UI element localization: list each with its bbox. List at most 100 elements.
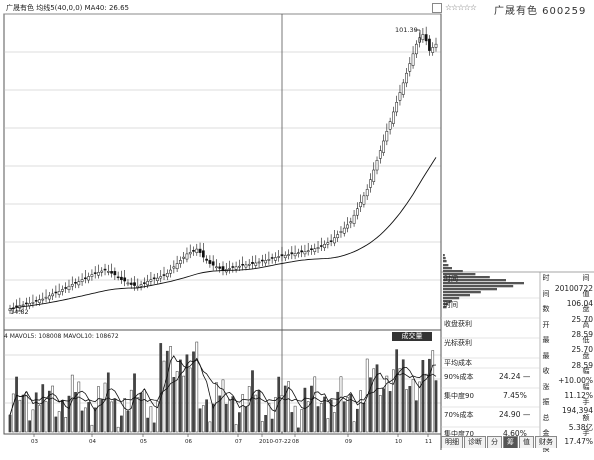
conc70-label: 集中度70 (444, 430, 474, 438)
quote-labels-right: 间值盘高低盘幅幅手额手 (582, 274, 590, 437)
panel-row-avg-cost: 平均成本 (444, 359, 472, 367)
volume-button[interactable]: 成交量 (392, 332, 432, 341)
rating-stars[interactable]: ☆☆☆☆☆ (445, 3, 477, 12)
volume-bar (165, 350, 169, 433)
chip-bar (443, 297, 460, 300)
chip-bar (443, 270, 463, 273)
candle-body (349, 221, 353, 224)
candle-body (375, 160, 379, 171)
candle-body (336, 234, 340, 239)
chip-bar (443, 276, 490, 279)
volume-bar (221, 379, 225, 433)
volume-bar (97, 386, 100, 433)
candle-body (431, 47, 435, 53)
tab-筹[interactable]: 筹 (503, 436, 518, 448)
candle-body (198, 248, 202, 253)
candle-body (31, 302, 35, 304)
low-price-label: 14.82 (10, 308, 29, 316)
candle-body (428, 38, 431, 51)
volume-bar (228, 399, 231, 433)
candle-body (70, 283, 74, 287)
volume-bar (47, 390, 51, 433)
candle-body (211, 261, 215, 266)
volume-bar (146, 417, 149, 433)
candle-body (93, 272, 97, 274)
volume-bar (93, 407, 97, 433)
candle-body (90, 274, 94, 277)
volume-bar (313, 376, 317, 433)
volume-bar (306, 401, 310, 433)
volume-bar (106, 372, 110, 433)
quote-value-8: 194,394 (561, 406, 593, 416)
volume-bar (205, 399, 208, 433)
candle-body (421, 34, 425, 40)
volume-bar (11, 393, 15, 433)
x-tick-label: 2010-07-22 (259, 439, 291, 445)
x-tick-label: 10 (395, 439, 402, 445)
volume-bar (116, 426, 120, 433)
candle-body (185, 253, 189, 260)
volume-bar (395, 349, 399, 433)
tab-诊断[interactable]: 诊断 (464, 436, 486, 448)
candle-body (215, 266, 218, 269)
volume-bar (90, 424, 94, 433)
volume-bar (264, 415, 267, 433)
volume-bar (392, 369, 395, 433)
volume-bar (8, 414, 12, 433)
quote-value-7: 11.12% (564, 391, 593, 401)
quote-value-6: +10.00% (558, 375, 593, 385)
candle-body (346, 224, 349, 229)
volume-bar (74, 392, 77, 433)
volume-indicator-label: 4 MAVOL5: 108008 MAVOL10: 108672 (4, 333, 119, 340)
conc70-value: 4.60% (503, 429, 527, 438)
volume-bar (175, 371, 179, 433)
chart-title: 广晟有色 均线5(40,0,0) MA40: 26.65 (6, 4, 129, 12)
volume-bar (15, 376, 18, 433)
volume-bar (159, 343, 163, 433)
volume-bar (398, 368, 402, 433)
volume-bar (319, 403, 323, 433)
candle-body (297, 252, 300, 254)
candle-body (303, 251, 307, 255)
volume-bar (195, 341, 199, 433)
volume-bar (103, 382, 107, 433)
candle-body (195, 248, 199, 253)
x-tick-label: 11 (425, 439, 432, 445)
candle-body (175, 263, 179, 270)
candle-body (80, 279, 84, 282)
candle-body (44, 296, 48, 299)
volume-bar (208, 421, 212, 433)
conc90-value: 7.45% (503, 391, 527, 400)
candle-body (208, 260, 212, 264)
volume-bar (38, 405, 41, 433)
volume-bar (31, 409, 35, 433)
candle-body (84, 277, 87, 280)
cost70-label: 70%成本 (444, 411, 474, 419)
volume-bar (349, 394, 353, 433)
tab-值[interactable]: 值 (519, 436, 534, 448)
volume-bar (80, 410, 84, 433)
x-tick-label: 06 (185, 439, 192, 445)
x-tick-label: 03 (31, 439, 38, 445)
volume-bar (70, 374, 74, 433)
tab-明细[interactable]: 明细 (441, 436, 463, 448)
volume-bar (280, 395, 284, 433)
candle-body (287, 254, 290, 256)
volume-bar (411, 379, 415, 433)
candle-body (143, 282, 146, 284)
chip-bar (443, 294, 470, 297)
tab-分[interactable]: 分 (487, 436, 502, 448)
candle-body (34, 300, 38, 302)
candle-body (38, 299, 41, 303)
chip-bar (443, 282, 524, 285)
volume-bar (162, 360, 166, 433)
candle-body (395, 102, 399, 113)
volume-bar (192, 351, 195, 433)
stock-name: 广晟有色 600259 (494, 6, 587, 17)
tab-财务[interactable]: 财务 (535, 436, 557, 448)
candle-body (188, 252, 192, 255)
candle-body (152, 277, 156, 280)
toolbar-box-icon[interactable] (432, 3, 442, 13)
quote-value-10: 17.47% (564, 437, 593, 446)
volume-bar (434, 380, 438, 433)
